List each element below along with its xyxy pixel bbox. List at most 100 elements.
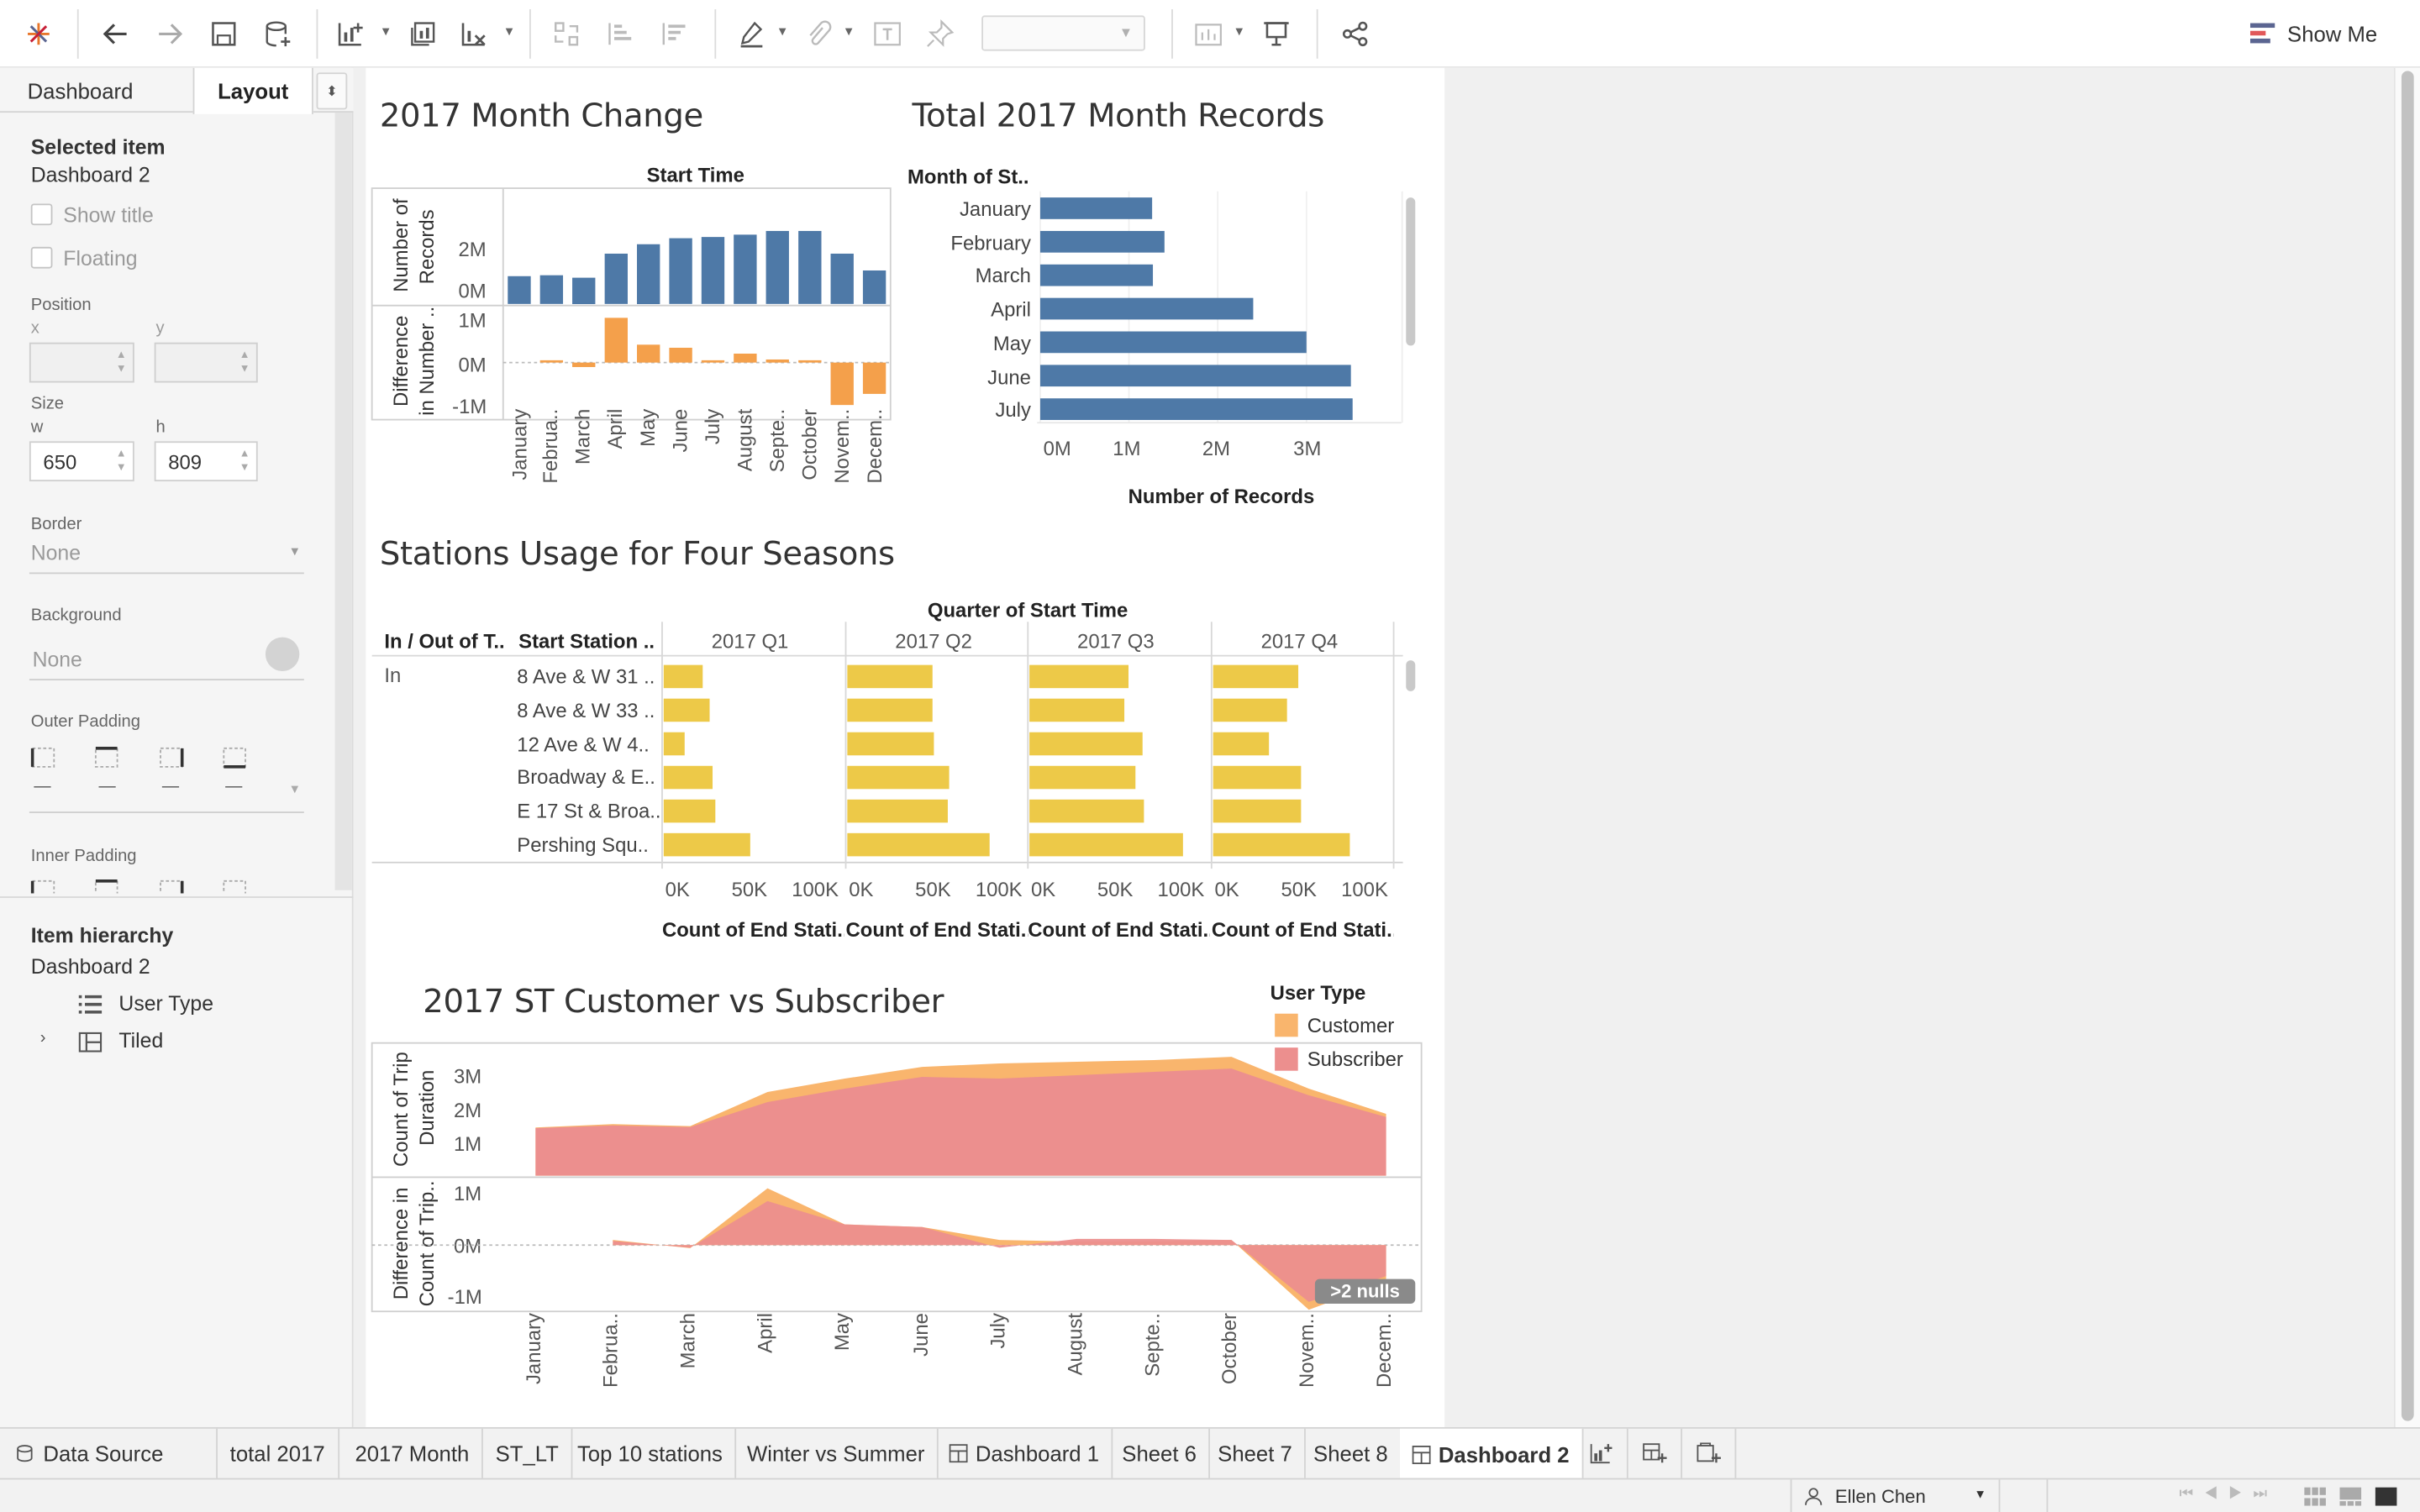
stations-bar-q1-5[interactable] <box>663 832 750 857</box>
new-story-tab-icon[interactable] <box>1682 1428 1737 1478</box>
floating-checkbox[interactable] <box>30 246 53 269</box>
filmstrip-icon[interactable] <box>2339 1487 2362 1506</box>
cs-area-subscriber[interactable] <box>535 1068 1386 1176</box>
legend-swatch-customer[interactable] <box>1275 1013 1298 1037</box>
month-change-bar-0[interactable] <box>508 276 531 304</box>
sheet-navigation-icons[interactable]: ⏮◀▶⏭ <box>2179 1485 2278 1503</box>
stations-bar-q2-3[interactable] <box>847 765 950 790</box>
month-change-diff-bar-3[interactable] <box>604 318 629 363</box>
stations-bar-q1-2[interactable] <box>663 732 685 756</box>
tab-winter-vs-summer[interactable]: Winter vs Summer <box>734 1428 939 1478</box>
fit-dropdown[interactable]: ▼ <box>981 15 1145 51</box>
inner-padding-right-icon[interactable] <box>159 879 184 894</box>
tab-data-source[interactable]: Data Source <box>0 1428 218 1478</box>
stations-bar-q4-5[interactable] <box>1213 832 1350 857</box>
nulls-indicator[interactable]: >2 nulls <box>1314 1278 1416 1305</box>
sheet-sorter-icon[interactable] <box>2304 1487 2326 1506</box>
y-stepper[interactable]: ▲ ▼ <box>154 342 258 383</box>
month-records-bar-6[interactable] <box>1039 398 1353 420</box>
highlight-dropdown[interactable]: ▼ <box>776 24 789 39</box>
new-worksheet-tab-icon[interactable] <box>1576 1428 1628 1478</box>
stations-bar-q4-1[interactable] <box>1213 698 1287 722</box>
new-worksheet-dropdown[interactable]: ▼ <box>379 24 392 39</box>
fix-axes-dropdown[interactable]: ▼ <box>1233 24 1246 39</box>
stations-bar-q4-3[interactable] <box>1213 765 1302 790</box>
clear-sheet-icon[interactable] <box>454 14 494 55</box>
hierarchy-item-tiled[interactable]: Tiled <box>118 1029 164 1053</box>
share-icon[interactable] <box>1335 14 1376 55</box>
month-change-bar-9[interactable] <box>798 230 822 304</box>
save-icon[interactable] <box>203 14 244 55</box>
month-records-scrollbar[interactable] <box>1401 191 1420 423</box>
month-change-diff-bar-11[interactable] <box>862 362 886 394</box>
tab-top-10-stations[interactable]: Top 10 stations <box>565 1428 737 1478</box>
month-change-bar-4[interactable] <box>637 244 660 305</box>
stations-bar-q3-0[interactable] <box>1029 664 1129 689</box>
canvas-scrollbar[interactable] <box>2393 67 2420 1427</box>
month-change-diff-bar-10[interactable] <box>830 362 854 406</box>
stations-bar-q4-0[interactable] <box>1213 664 1299 689</box>
month-change-diff-bar-8[interactable] <box>765 359 789 363</box>
stations-bar-q4-2[interactable] <box>1213 732 1270 756</box>
month-records-bar-4[interactable] <box>1039 331 1307 354</box>
stations-bar-q2-4[interactable] <box>847 799 948 823</box>
hierarchy-item-user-type[interactable]: User Type <box>118 992 213 1016</box>
stations-chart[interactable] <box>371 622 1403 869</box>
month-records-chart[interactable] <box>1037 191 1402 424</box>
stations-bar-q1-3[interactable] <box>663 765 713 790</box>
month-records-bar-2[interactable] <box>1039 264 1154 286</box>
month-change-diff-bar-1[interactable] <box>539 360 564 363</box>
month-change-diff-bar-4[interactable] <box>637 344 660 363</box>
sort-ascending-icon[interactable] <box>600 14 640 55</box>
inner-padding-bottom-icon[interactable] <box>222 879 246 894</box>
outer-padding-dropdown-arrow[interactable]: ▼ <box>288 782 302 796</box>
pin-icon[interactable] <box>920 14 960 55</box>
stations-bar-q2-2[interactable] <box>847 732 934 756</box>
month-change-diff-bar-5[interactable] <box>669 348 692 363</box>
stations-bar-q1-0[interactable] <box>663 664 703 689</box>
background-dropdown[interactable]: None <box>32 648 82 671</box>
stations-bar-q4-4[interactable] <box>1213 799 1302 823</box>
tab-layout[interactable]: Layout <box>192 67 313 114</box>
tabs-view-icon[interactable] <box>2375 1487 2397 1506</box>
clear-sheet-dropdown[interactable]: ▼ <box>502 24 516 39</box>
x-stepper[interactable]: ▲ ▼ <box>29 342 134 383</box>
stations-bar-q2-5[interactable] <box>847 832 990 857</box>
month-change-bar-8[interactable] <box>765 230 789 304</box>
tab-sheet-6[interactable]: Sheet 6 <box>1110 1428 1211 1478</box>
stations-bar-q3-4[interactable] <box>1029 799 1144 823</box>
stations-bar-q3-5[interactable] <box>1029 832 1183 857</box>
group-icon[interactable] <box>798 14 839 55</box>
show-me-button[interactable]: Show Me <box>2249 18 2377 50</box>
expand-chevron-icon[interactable]: › <box>39 1029 46 1048</box>
new-worksheet-icon[interactable] <box>330 14 371 55</box>
month-change-diff-bar-2[interactable] <box>572 362 596 367</box>
month-change-bar-1[interactable] <box>539 275 564 304</box>
redo-icon[interactable] <box>150 14 190 55</box>
month-records-bar-5[interactable] <box>1039 365 1351 387</box>
stations-scrollbar[interactable] <box>1402 657 1420 862</box>
new-dashboard-tab-icon[interactable] <box>1628 1428 1683 1478</box>
tab-total-2017[interactable]: total 2017 <box>218 1428 339 1478</box>
height-stepper[interactable]: 809 ▲ ▼ <box>154 441 258 482</box>
month-change-bar-5[interactable] <box>669 238 692 304</box>
border-dropdown[interactable]: None <box>30 541 82 565</box>
stations-bar-q3-3[interactable] <box>1029 765 1136 790</box>
month-change-bar-6[interactable] <box>701 237 725 304</box>
swap-icon[interactable] <box>546 14 587 55</box>
month-change-bar-3[interactable] <box>604 253 629 304</box>
stations-bar-q1-4[interactable] <box>663 799 716 823</box>
sort-descending-icon[interactable] <box>655 14 695 55</box>
month-change-frame[interactable] <box>371 187 892 421</box>
fix-axes-icon[interactable] <box>1188 14 1228 55</box>
month-change-bar-2[interactable] <box>572 277 596 305</box>
tab-dashboard-2[interactable]: Dashboard 2 <box>1399 1428 1584 1480</box>
inner-padding-top-icon[interactable] <box>94 879 118 894</box>
legend-label-subscriber[interactable]: Subscriber <box>1307 1047 1403 1071</box>
undo-icon[interactable] <box>96 14 136 55</box>
legend-swatch-subscriber[interactable] <box>1275 1047 1298 1071</box>
hierarchy-root[interactable]: Dashboard 2 <box>30 954 150 979</box>
padding-right-icon[interactable] <box>159 747 184 769</box>
month-change-bar-11[interactable] <box>862 270 886 304</box>
month-change-diff-bar-7[interactable] <box>734 353 757 363</box>
